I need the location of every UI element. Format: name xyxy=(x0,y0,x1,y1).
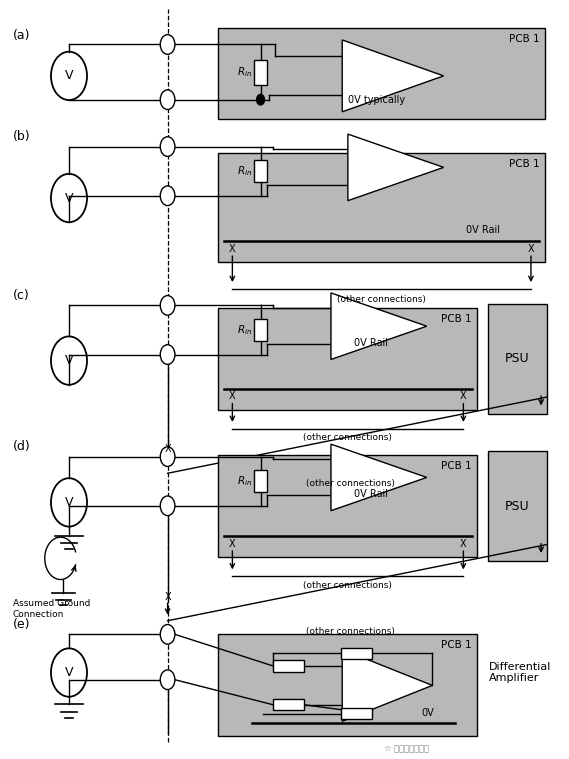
Circle shape xyxy=(160,345,175,364)
Text: X: X xyxy=(229,539,236,549)
Text: V: V xyxy=(65,191,73,204)
Text: $R_{in}$: $R_{in}$ xyxy=(237,323,253,337)
Text: PCB 1: PCB 1 xyxy=(509,34,539,44)
Bar xyxy=(218,307,477,410)
Text: (e): (e) xyxy=(13,618,30,631)
Text: Differential
Amplifier: Differential Amplifier xyxy=(489,662,551,683)
Bar xyxy=(254,160,267,182)
Bar xyxy=(488,452,547,561)
Text: 0V Rail: 0V Rail xyxy=(466,225,500,235)
Bar xyxy=(254,319,267,341)
Circle shape xyxy=(160,670,175,689)
Text: PSU: PSU xyxy=(505,352,530,365)
Circle shape xyxy=(257,94,265,105)
Text: (other connections): (other connections) xyxy=(306,627,394,636)
Circle shape xyxy=(160,186,175,206)
Circle shape xyxy=(160,137,175,156)
Text: 0V Rail: 0V Rail xyxy=(353,489,387,499)
Polygon shape xyxy=(342,650,432,721)
Circle shape xyxy=(160,90,175,109)
Bar xyxy=(254,470,267,493)
Bar xyxy=(218,455,477,557)
Polygon shape xyxy=(342,40,444,112)
Text: X: X xyxy=(229,244,236,254)
Text: (b): (b) xyxy=(13,130,30,143)
Bar xyxy=(218,28,545,118)
Circle shape xyxy=(160,295,175,315)
Text: V: V xyxy=(65,69,73,83)
Text: $R_{in}$: $R_{in}$ xyxy=(237,65,253,79)
Circle shape xyxy=(160,447,175,467)
Text: (c): (c) xyxy=(13,288,30,302)
Polygon shape xyxy=(331,293,427,360)
Text: PCB 1: PCB 1 xyxy=(509,159,539,168)
Text: 0V Rail: 0V Rail xyxy=(353,338,387,348)
Text: V: V xyxy=(65,354,73,367)
Text: PCB 1: PCB 1 xyxy=(441,641,472,650)
Text: Assumed Ground
Connection: Assumed Ground Connection xyxy=(13,599,90,619)
Bar xyxy=(341,708,372,720)
Bar xyxy=(218,153,545,263)
Text: X: X xyxy=(460,539,467,549)
Text: PCB 1: PCB 1 xyxy=(441,313,472,323)
Text: (d): (d) xyxy=(13,440,30,453)
Text: V: V xyxy=(65,666,73,679)
Text: PCB 1: PCB 1 xyxy=(441,461,472,471)
Text: X: X xyxy=(164,444,171,454)
Text: X: X xyxy=(164,591,171,602)
Circle shape xyxy=(160,35,175,55)
Text: ☆ 电源研发资源网: ☆ 电源研发资源网 xyxy=(385,744,430,753)
Bar xyxy=(218,635,477,736)
Text: (other connections): (other connections) xyxy=(337,294,426,304)
Text: X: X xyxy=(527,244,534,254)
Circle shape xyxy=(160,496,175,515)
Text: $R_{in}$: $R_{in}$ xyxy=(237,474,253,488)
Text: X: X xyxy=(229,391,236,402)
Polygon shape xyxy=(348,134,444,200)
Text: (other connections): (other connections) xyxy=(306,480,394,488)
Bar xyxy=(273,660,304,672)
Text: 0V typically: 0V typically xyxy=(348,95,405,105)
Text: X: X xyxy=(460,391,467,402)
Text: (other connections): (other connections) xyxy=(303,581,392,590)
Text: $R_{in}$: $R_{in}$ xyxy=(237,164,253,178)
Text: V: V xyxy=(65,496,73,509)
Bar xyxy=(273,699,304,710)
Text: (a): (a) xyxy=(13,30,30,43)
Bar xyxy=(254,60,267,84)
Polygon shape xyxy=(331,444,427,511)
Bar xyxy=(488,304,547,414)
Text: (other connections): (other connections) xyxy=(303,433,392,442)
Text: PSU: PSU xyxy=(505,499,530,512)
Text: 0V: 0V xyxy=(421,707,434,717)
Circle shape xyxy=(160,625,175,644)
Bar xyxy=(341,647,372,659)
